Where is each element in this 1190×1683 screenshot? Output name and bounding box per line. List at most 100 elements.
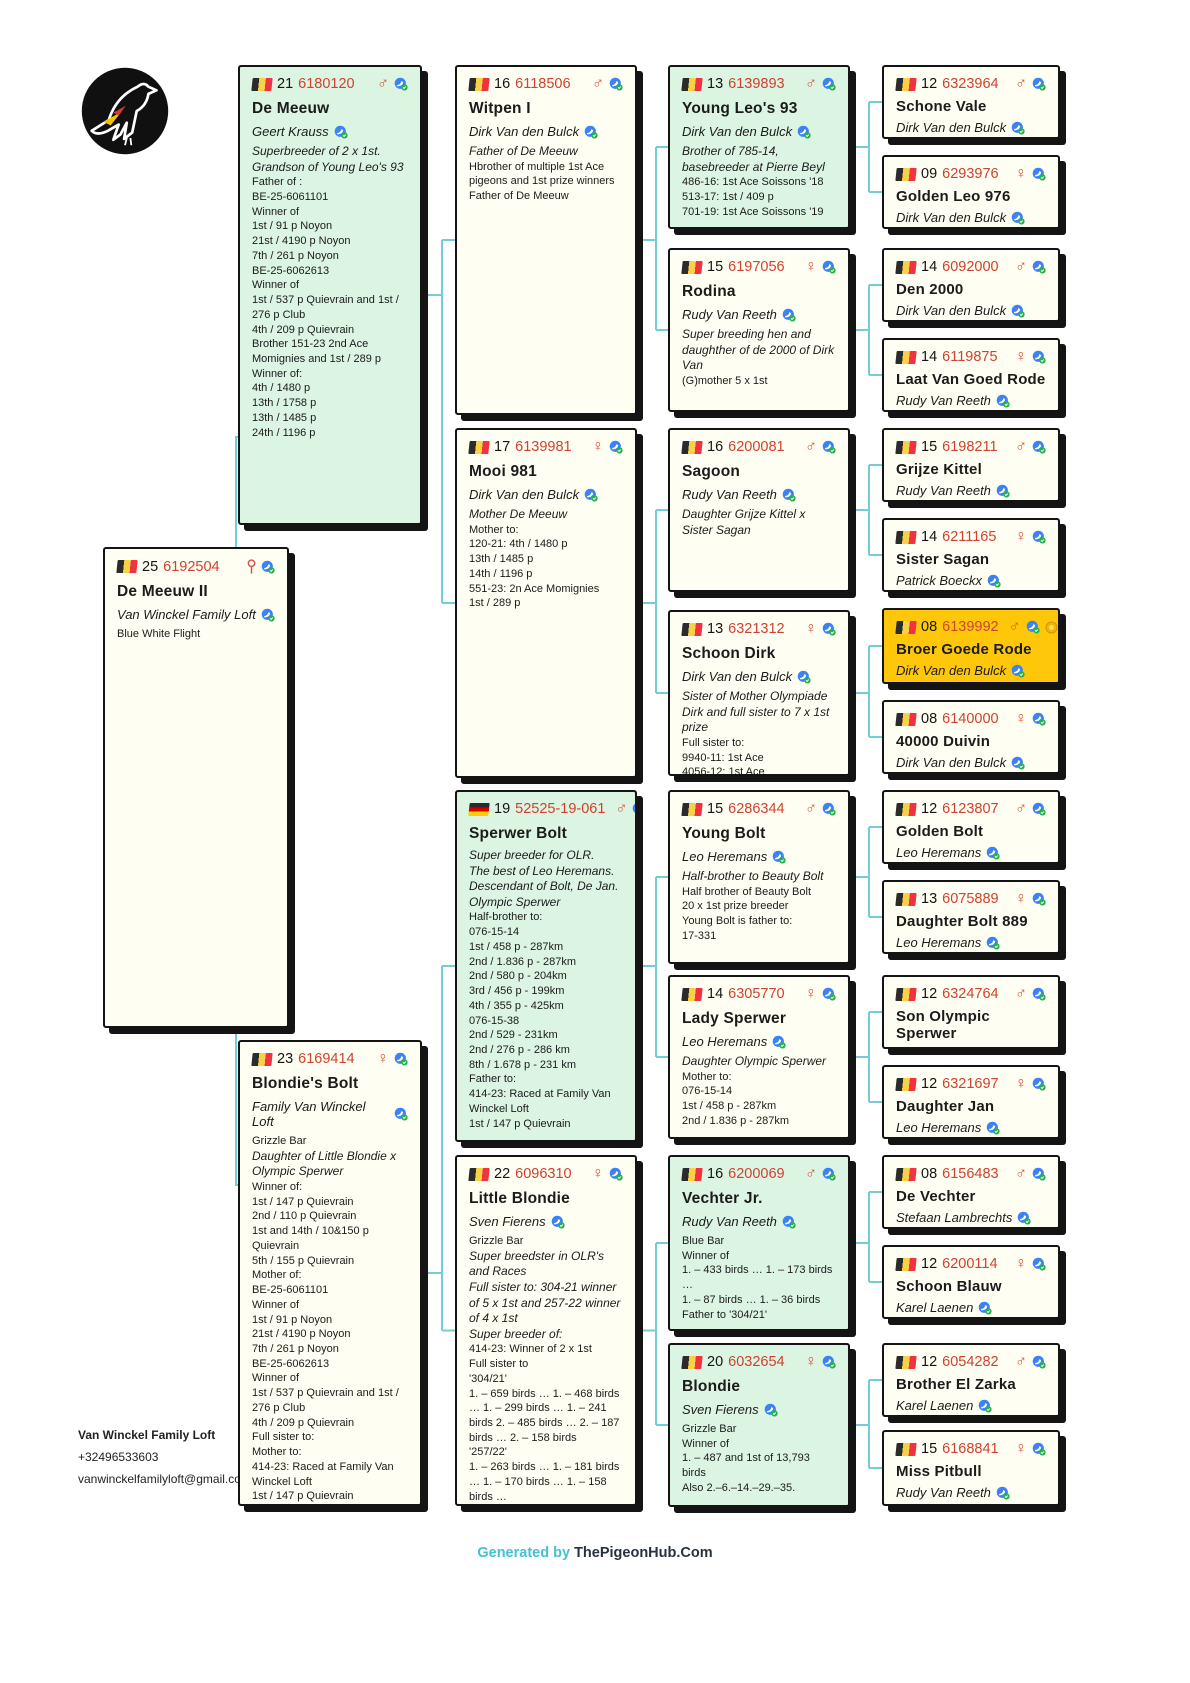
result-line: Half-brother to: (469, 911, 543, 924)
pigeon-card-brother-el-zarka[interactable]: 12 6054282 ♂ Brother El Zarka Karel Laenen (882, 1343, 1060, 1417)
result-line: 13th / 1485 p (252, 411, 317, 424)
card-header: 25 6192504 (116, 558, 275, 575)
pigeon-card-laat-van-goed-rode[interactable]: 14 6119875 ♀ Laat Van Goed Rode Rudy Van Ree… (882, 338, 1060, 412)
ring-year: 12 (921, 1354, 938, 1370)
ring-number: 6119875 (942, 349, 998, 365)
gold-badge-icon (1045, 620, 1058, 634)
pigeon-card-schoon-blauw[interactable]: 12 6200114 ♀ Schoon Blauw Karel Laenen (882, 1245, 1060, 1319)
pigeon-card-den-2000[interactable]: 14 6092000 ♂ Den 2000 Dirk Van den Bulck (882, 248, 1060, 322)
description-line: Super breeding hen and daughther of de 2… (682, 327, 835, 373)
ring-year: 12 (921, 1076, 938, 1092)
belgium-flag-icon (895, 167, 917, 181)
pigeonhub-verified-icon (1032, 1167, 1046, 1181)
card-details: Grizzle Bar Daughter of Little Blondie x … (252, 1134, 408, 1504)
ring-year: 16 (494, 76, 511, 92)
result-line: Full sister to: (252, 1431, 315, 1444)
pigeonhub-verified-icon (1032, 1257, 1046, 1271)
pigeon-card-grijze-kittel[interactable]: 15 6198211 ♂ Grijze Kittel Rudy Van Reeth (882, 428, 1060, 502)
male-icon: ♂ (805, 438, 817, 455)
result-line: Mother of: (252, 1269, 302, 1282)
result-line: 1. – 487 and 1st of 13,793 birds (682, 1452, 810, 1480)
ring-number: 6200081 (728, 439, 785, 455)
ring-year: 19 (494, 801, 511, 817)
pigeon-card-broer-goede-rode[interactable]: 08 6139992 ♂ Broer Goede Rode Dirk Van den B… (882, 608, 1060, 684)
belgium-flag-icon (895, 987, 917, 1001)
ring-year: 13 (707, 621, 724, 637)
result-line: 14th / 1196 p (469, 567, 533, 580)
pigeon-card-sagoon[interactable]: 16 6200081 ♂ Sagoon Rudy Van Reeth Daughter G… (668, 428, 850, 592)
pigeon-card-mooi-981[interactable]: 17 6139981 ♀ Mooi 981 Dirk Van den Bulck Moth… (455, 428, 637, 778)
card-details: Father of De Meeuw Hbrother of multiple 1… (469, 144, 623, 204)
ring-number: 6286344 (728, 801, 785, 817)
result-line: 4056-12: 1st Ace (682, 766, 765, 776)
pigeon-card-little-blondie[interactable]: 22 6096310 ♀ Little Blondie Sven Fierens Griz… (455, 1155, 637, 1506)
description-line: Father of De Meeuw (469, 144, 578, 158)
footer-brand-link[interactable]: ThePigeonHub.Com (574, 1545, 713, 1561)
contact-email[interactable]: vanwinckelfamilyloft@gmail.com (78, 1472, 251, 1487)
breeder-name: Dirk Van den Bulck (682, 124, 793, 139)
pigeon-card-blondies-bolt[interactable]: 23 6169414 ♀ Blondie's Bolt Family Van Winck… (238, 1040, 422, 1506)
male-icon: ♂ (1008, 618, 1021, 635)
result-line: 7th / 261 p Noyon (252, 1343, 339, 1355)
pigeonhub-verified-icon (1032, 260, 1046, 274)
pigeon-card-miss-pitbull[interactable]: 15 6168841 ♀ Miss Pitbull Rudy Van Reeth (882, 1430, 1060, 1506)
pigeon-card-rodina[interactable]: 15 6197056 ♀ Rodina Rudy Van Reeth Super bree… (668, 248, 850, 412)
breeder-name: Leo Heremans (896, 1120, 982, 1135)
pigeon-card-duivin-40000[interactable]: 08 6140000 ♀ 40000 Duivin Dirk Van den Bulck (882, 700, 1060, 774)
card-details: Daughter Grijze Kittel x Sister Sagan (682, 507, 836, 538)
ring-year: 14 (921, 529, 938, 545)
pigeon-card-vechter-jr[interactable]: 16 6200069 ♂ Vechter Jr. Rudy Van Reeth Blue … (668, 1155, 850, 1331)
pigeon-card-witpen-i[interactable]: 16 6118506 ♂ Witpen I Dirk Van den Bulck Fath… (455, 65, 637, 415)
card-header: 13 6321312 ♀ (681, 621, 836, 637)
pigeon-card-daughter-bolt-889[interactable]: 13 6075889 ♀ Daughter Bolt 889 Leo Heremans (882, 880, 1060, 954)
card-details: Half-brother to Beauty Bolt Half brother … (682, 869, 836, 944)
result-line: 1st / 458 p - 287km (469, 940, 564, 953)
pigeonhub-verified-icon (394, 1107, 408, 1121)
pigeon-card-young-bolt[interactable]: 15 6286344 ♂ Young Bolt Leo Heremans Half-bro… (668, 790, 850, 964)
belgium-flag-icon (895, 260, 917, 274)
ring-number: 6321312 (728, 621, 785, 637)
pigeon-card-sperwer-bolt[interactable]: 19 52525-19-061 ♂ Sperwer Bolt Super breeder… (455, 790, 637, 1142)
breeder-line: Leo Heremans (682, 1034, 836, 1049)
male-icon: ♂ (805, 1165, 817, 1182)
card-details: Super breeding hen and daughther of de 2… (682, 327, 836, 389)
pigeon-card-lady-sperwer[interactable]: 14 6305770 ♀ Lady Sperwer Leo Heremans Daught… (668, 975, 850, 1139)
breeder-name: Van Winckel Family Loft (117, 607, 256, 622)
pigeon-name: Schone Vale (896, 98, 987, 115)
male-icon: ♂ (377, 75, 389, 92)
pigeon-name: Witpen I (469, 100, 531, 117)
result-line: 414-23: Winner of 2 x 1st (469, 1343, 592, 1356)
pigeon-card-de-meeuw[interactable]: 21 6180120 ♂ De Meeuw Geert Krauss Superbreed… (238, 65, 422, 525)
result-line: Mother to: (252, 1446, 302, 1459)
pigeon-card-de-meeuw-ii[interactable]: 25 6192504 De Meeuw II Van Winckel Family L… (103, 547, 289, 1028)
pigeon-card-de-vechter[interactable]: 08 6156483 ♂ De Vechter Stefaan Lambrechts (882, 1155, 1060, 1229)
breeder-line: Dirk Van den Bulck (896, 210, 1046, 225)
pigeon-card-golden-bolt[interactable]: 12 6123807 ♂ Golden Bolt Leo Heremans (882, 790, 1060, 864)
pigeon-card-golden-leo-976[interactable]: 09 6293976 ♀ Golden Leo 976 Dirk Van den Bul… (882, 155, 1060, 229)
result-line: Blue White Flight (117, 628, 201, 640)
pigeon-card-schoon-dirk[interactable]: 13 6321312 ♀ Schoon Dirk Dirk Van den Bulck S… (668, 610, 850, 776)
female-icon: ♀ (805, 985, 817, 1002)
pigeonhub-verified-icon (782, 488, 796, 502)
breeder-line: Rudy Van Reeth (682, 487, 836, 502)
pigeon-card-schone-vale[interactable]: 12 6323964 ♂ Schone Vale Dirk Van den Bulck (882, 65, 1060, 139)
description-line: Daughter Olympic Sperwer (682, 1054, 827, 1068)
breeder-name: Stefaan Lambrechts (896, 1210, 1013, 1225)
breeder-name: Leo Heremans (682, 1034, 768, 1049)
ring-year: 13 (707, 76, 724, 92)
belgium-flag-icon (681, 1355, 703, 1369)
breeder-name: Dirk Van den Bulck (896, 210, 1007, 225)
pigeon-card-blondie[interactable]: 20 6032654 ♀ Blondie Sven Fierens Grizzle Bar… (668, 1343, 850, 1507)
result-line: Winner of (682, 1249, 730, 1262)
pigeonhub-verified-icon (797, 670, 811, 684)
pigeon-card-young-leos-93[interactable]: 13 6139893 ♂ Young Leo's 93 Dirk Van den Bul… (668, 65, 850, 229)
male-icon: ♂ (1015, 1353, 1027, 1370)
ring-year: 20 (707, 1354, 724, 1370)
pigeon-card-daughter-jan[interactable]: 12 6321697 ♀ Daughter Jan Leo Heremans (882, 1065, 1060, 1139)
result-line: Father to: (469, 1073, 517, 1086)
pigeonhub-verified-icon (986, 846, 1000, 860)
ring-year: 09 (921, 166, 938, 182)
pigeon-name: Sperwer Bolt (469, 825, 568, 842)
pigeon-card-sister-sagan[interactable]: 14 6211165 ♀ Sister Sagan Patrick Boeckx (882, 518, 1060, 592)
